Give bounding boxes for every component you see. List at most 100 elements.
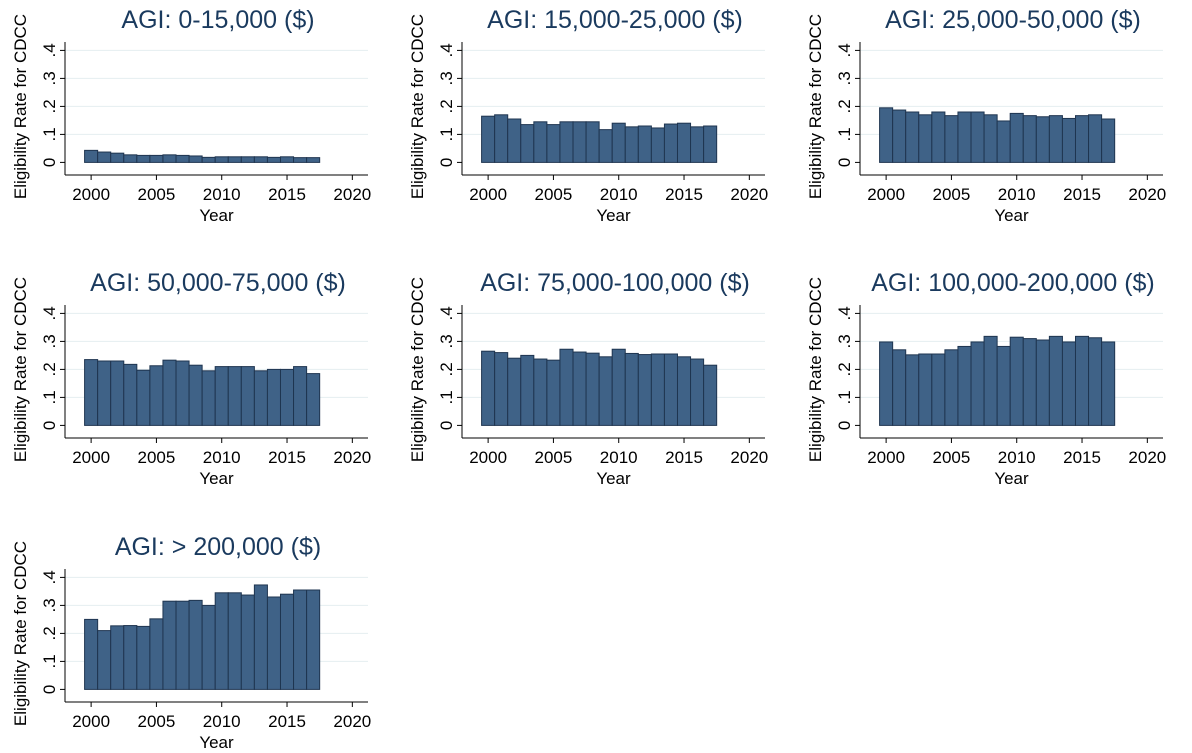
bar <box>944 349 959 426</box>
bar <box>1088 114 1103 163</box>
bar <box>162 600 177 690</box>
bar <box>1009 112 1024 163</box>
x-tick-label: 2020 <box>1128 448 1166 467</box>
bar <box>546 359 561 426</box>
bar <box>957 111 972 163</box>
y-axis-label: Eligibility Rate for CDCC <box>806 14 825 199</box>
x-axis-label: Year <box>994 469 1029 488</box>
x-tick-label: 2005 <box>535 185 573 204</box>
bar <box>188 155 203 163</box>
bar <box>1048 335 1063 426</box>
bar <box>279 156 295 163</box>
bar <box>650 127 665 163</box>
y-tick-label: .3 <box>40 334 59 348</box>
bar <box>306 589 321 690</box>
x-tick-label: 2020 <box>1128 185 1166 204</box>
bar <box>201 156 216 163</box>
panel-title: AGI: 15,000-25,000 ($) <box>487 6 743 34</box>
panel: AGI: 25,000-50,000 ($) 0 .1 .2 .3 .4 2000 2005 2… <box>806 6 1166 225</box>
x-tick-label: 2010 <box>203 712 241 731</box>
bar <box>559 348 574 426</box>
y-tick-label: .4 <box>835 43 854 57</box>
bar <box>996 120 1011 163</box>
y-axis-label: Eligibility Rate for CDCC <box>11 277 30 462</box>
bar <box>84 618 99 690</box>
x-tick-label: 2000 <box>469 185 507 204</box>
bar <box>507 118 522 163</box>
bar <box>293 157 308 163</box>
bar <box>175 600 190 690</box>
bar <box>227 592 242 690</box>
x-tick-label: 2005 <box>933 448 971 467</box>
y-tick-label: 0 <box>40 158 59 167</box>
bar <box>676 122 692 163</box>
x-tick-label: 2010 <box>600 185 638 204</box>
bar <box>918 353 933 426</box>
bar <box>650 353 665 426</box>
y-tick-label: 0 <box>437 158 456 167</box>
bar <box>957 345 972 426</box>
x-tick-label: 2020 <box>333 712 371 731</box>
bar <box>97 630 112 690</box>
x-tick-label: 2015 <box>1063 448 1101 467</box>
y-tick-label: .3 <box>437 334 456 348</box>
bar <box>136 154 151 163</box>
bar <box>97 151 112 163</box>
y-tick-label: .2 <box>437 99 456 113</box>
bar <box>494 114 509 163</box>
bar <box>162 359 177 426</box>
x-tick-label: 2000 <box>469 448 507 467</box>
y-tick-label: .4 <box>437 306 456 320</box>
x-tick-label: 2015 <box>268 185 306 204</box>
bar <box>306 373 321 426</box>
y-tick-label: .4 <box>40 570 59 584</box>
bar <box>110 152 125 163</box>
panel: AGI: 50,000-75,000 ($) 0 .1 .2 .3 .4 2000 2005 2… <box>11 269 371 488</box>
bar <box>84 359 99 426</box>
bar <box>983 114 998 163</box>
y-tick-label: 0 <box>835 158 854 167</box>
bar <box>214 366 229 426</box>
bar <box>279 593 295 690</box>
x-axis-label: Year <box>199 206 234 225</box>
bar <box>1022 338 1037 426</box>
bar <box>214 156 229 163</box>
y-axis-label: Eligibility Rate for CDCC <box>408 14 427 199</box>
y-tick-label: .2 <box>40 626 59 640</box>
x-tick-label: 2015 <box>665 185 703 204</box>
y-tick-label: .3 <box>437 71 456 85</box>
bar <box>585 121 600 163</box>
x-tick-label: 2000 <box>72 712 110 731</box>
bar <box>931 111 946 163</box>
bar <box>663 123 678 163</box>
bar <box>481 115 496 163</box>
x-tick-label: 2015 <box>268 448 306 467</box>
y-tick-label: .1 <box>835 390 854 404</box>
bar <box>84 149 99 163</box>
bar <box>520 124 535 163</box>
bar <box>306 157 321 163</box>
bar <box>214 592 229 690</box>
bar <box>110 360 125 426</box>
y-tick-label: .1 <box>40 390 59 404</box>
bar <box>240 594 255 690</box>
bar <box>1074 115 1090 163</box>
bar <box>637 125 652 163</box>
y-tick-label: .1 <box>835 127 854 141</box>
bar <box>520 354 535 426</box>
bar <box>110 625 125 690</box>
y-tick-label: .3 <box>40 598 59 612</box>
y-tick-label: .2 <box>437 362 456 376</box>
bar <box>546 124 561 163</box>
x-tick-label: 2015 <box>1063 185 1101 204</box>
bar <box>293 366 308 426</box>
y-tick-label: .1 <box>437 127 456 141</box>
bar <box>676 356 692 426</box>
bar <box>663 353 678 426</box>
bar <box>175 154 190 163</box>
x-tick-label: 2010 <box>600 448 638 467</box>
y-tick-label: .2 <box>40 99 59 113</box>
y-tick-label: 0 <box>40 421 59 430</box>
y-tick-label: .1 <box>437 390 456 404</box>
